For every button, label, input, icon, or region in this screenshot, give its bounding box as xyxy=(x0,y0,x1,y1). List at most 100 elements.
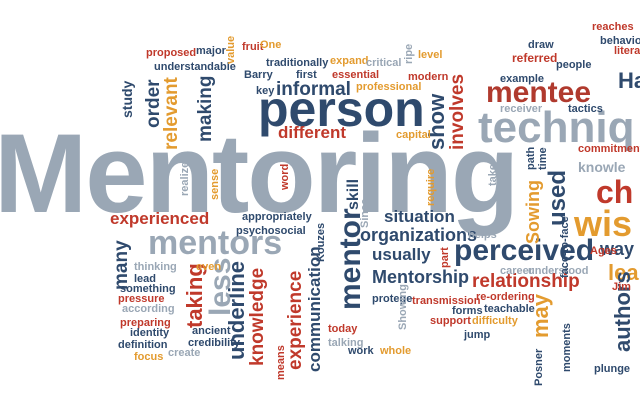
word-professional: professional xyxy=(356,81,422,93)
word-posner: Posner xyxy=(533,348,545,386)
word-career: career xyxy=(500,265,534,277)
word-communication: communication xyxy=(305,246,324,372)
word-credibility: credibility xyxy=(188,337,240,349)
word-modern: modern xyxy=(408,71,449,83)
word-major: major xyxy=(196,45,226,57)
word-part: part xyxy=(439,247,451,268)
word-require: require xyxy=(425,168,437,206)
word-relevant: relevant xyxy=(161,77,182,150)
word-pressure: pressure xyxy=(118,293,165,305)
word-sense: sense xyxy=(209,168,221,200)
word-litera: litera xyxy=(614,45,640,57)
word-time: time xyxy=(537,147,549,170)
word-create: create xyxy=(168,347,201,359)
word-key: key xyxy=(256,85,275,97)
word-ripe: ripe xyxy=(403,43,415,64)
word-ch: ch xyxy=(596,174,634,210)
word-understood: understood xyxy=(528,265,589,277)
word-informal: informal xyxy=(276,79,351,100)
word-first: first xyxy=(296,69,317,81)
word-appropriately: appropriately xyxy=(242,211,312,223)
word-face-to-face: face-to-face xyxy=(559,216,571,278)
word-capital: capital xyxy=(396,129,431,141)
word-tactics: tactics xyxy=(568,103,603,115)
word-barry: Barry xyxy=(244,69,273,81)
word-proposed: proposed xyxy=(146,47,197,59)
word-wis: wis xyxy=(574,203,633,244)
word-receiver: receiver xyxy=(500,103,543,115)
word-people: people xyxy=(556,59,592,71)
word-even: even xyxy=(196,261,222,273)
word-ha: Ha xyxy=(618,68,640,93)
word-sowing: Sowing xyxy=(523,180,543,244)
word-difficulty: difficulty xyxy=(472,315,518,327)
word-traditionally: traditionally xyxy=(266,57,329,69)
word-jim: Jim xyxy=(612,281,631,293)
word-relationship: relationship xyxy=(472,271,580,292)
word-mentee: mentee xyxy=(486,76,592,109)
word-behavio: behavio xyxy=(600,35,640,47)
word-critical: critical xyxy=(366,57,402,69)
word-experienced: experienced xyxy=(110,209,210,228)
word-definition: definition xyxy=(118,339,168,351)
word-perceived: perceived xyxy=(454,234,595,267)
word-work: work xyxy=(348,345,374,357)
word-take: take xyxy=(487,163,499,186)
word-reaches: reaches xyxy=(592,21,634,33)
word-way: way xyxy=(600,239,635,259)
word-techniq: techniq xyxy=(478,103,635,152)
word-ancient: ancient xyxy=(192,325,231,337)
word-study: study xyxy=(119,80,135,118)
word-protege: protege xyxy=(372,293,413,305)
word-realize: realize xyxy=(179,161,191,196)
word-focus: focus xyxy=(134,351,164,363)
word-preparing: preparing xyxy=(120,317,171,329)
word-re-ordering: re-ordering xyxy=(476,291,535,303)
word-psychosocial: psychosocial xyxy=(236,225,306,237)
word-person: person xyxy=(258,81,425,137)
word-lead: lead xyxy=(134,273,157,285)
word-usually: usually xyxy=(372,245,431,264)
word-transmission: transmission xyxy=(412,295,481,307)
word-draw: draw xyxy=(528,39,554,51)
word-knowledge: knowledge xyxy=(247,267,268,366)
word-value: value xyxy=(225,35,237,64)
word-showing: Showing xyxy=(397,284,409,330)
word-plunge: plunge xyxy=(594,363,631,375)
word-teachable: teachable xyxy=(484,303,535,315)
word-essential: essential xyxy=(332,69,380,81)
word-ages: Ages xyxy=(590,245,617,257)
word-helps: helps xyxy=(468,229,497,241)
word-mentors: mentors xyxy=(148,224,283,262)
word-one: One xyxy=(260,39,282,51)
word-expand: expand xyxy=(330,55,369,67)
word-level: level xyxy=(418,49,443,61)
word-knowle: knowle xyxy=(578,159,626,175)
word-moments: moments xyxy=(561,323,573,372)
word-means: means xyxy=(275,345,287,380)
word-show: show xyxy=(424,93,449,150)
word-commitment: commitment xyxy=(578,143,640,155)
word-word: word xyxy=(279,163,291,190)
word-thinking: thinking xyxy=(134,261,177,273)
word-path: path xyxy=(525,146,537,170)
word-involves: involves xyxy=(447,73,468,150)
word-understandable: understandable xyxy=(154,61,236,73)
word-kouzes: Kouzes xyxy=(315,222,327,262)
word-since: Since xyxy=(359,198,371,228)
word-forms: forms xyxy=(452,305,483,317)
word-identity: identity xyxy=(130,327,170,339)
word-mentoring: Mentoring xyxy=(0,111,519,236)
word-lea: lea xyxy=(608,260,639,285)
word-making: making xyxy=(195,75,216,142)
word-different: different xyxy=(278,123,346,142)
word-order: order xyxy=(143,79,164,128)
word-referred: referred xyxy=(512,51,558,65)
word-experience: experience xyxy=(285,270,306,370)
word-whole: whole xyxy=(380,345,412,357)
word-something: something xyxy=(120,283,176,295)
word-talking: talking xyxy=(328,337,364,349)
word-organizations: organizations xyxy=(360,225,478,245)
word-today: today xyxy=(328,323,358,335)
